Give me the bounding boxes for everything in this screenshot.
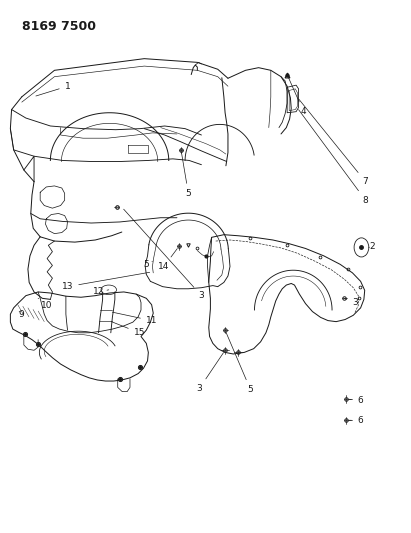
Text: 3: 3 — [344, 298, 358, 307]
Text: 7: 7 — [299, 99, 368, 186]
Text: 5: 5 — [143, 261, 152, 269]
Text: 12: 12 — [93, 287, 109, 296]
Text: 4: 4 — [288, 77, 306, 116]
Text: 14: 14 — [158, 248, 177, 271]
Text: 5: 5 — [226, 333, 253, 394]
Text: 15: 15 — [111, 321, 145, 337]
Text: 5: 5 — [182, 152, 191, 198]
Text: 10: 10 — [38, 298, 53, 310]
Text: 6: 6 — [349, 416, 363, 425]
Text: 3: 3 — [196, 353, 224, 393]
Text: 13: 13 — [62, 272, 150, 291]
Text: 1: 1 — [36, 82, 70, 96]
Text: 3: 3 — [124, 209, 204, 300]
Text: 2: 2 — [369, 242, 375, 251]
Text: 6: 6 — [349, 395, 363, 405]
Text: 9: 9 — [18, 310, 24, 319]
Text: 11: 11 — [112, 312, 157, 325]
Text: 8169 7500: 8169 7500 — [22, 20, 96, 33]
Text: 8: 8 — [299, 110, 368, 205]
